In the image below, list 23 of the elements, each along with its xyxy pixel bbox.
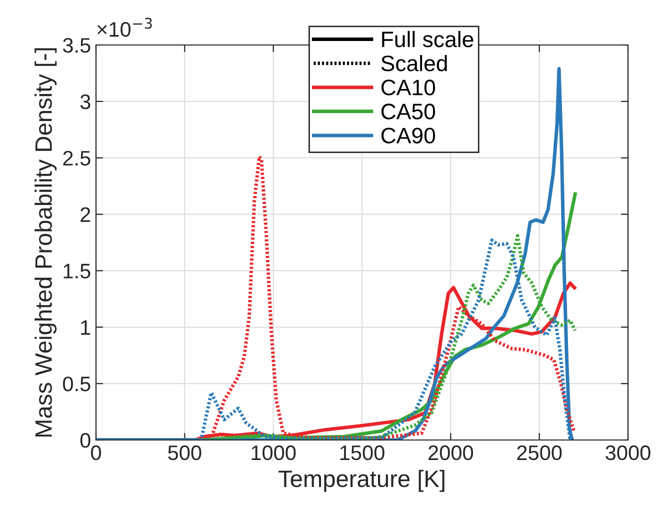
- legend-label: CA90: [381, 128, 436, 144]
- legend-label: Scaled: [381, 54, 447, 72]
- y-tick-label: 0.5: [62, 376, 90, 392]
- y-tick-label: 0: [80, 433, 90, 448]
- x-axis-title: Temperature [K]: [278, 470, 444, 492]
- y-tick-label: 1: [81, 320, 90, 335]
- x-tick-label: 2000: [428, 445, 474, 460]
- x-tick-label: 1000: [252, 445, 296, 460]
- x-tick-label: 3000: [606, 445, 650, 460]
- y-tick-label: 3: [80, 94, 90, 110]
- legend-label: CA50: [381, 104, 436, 120]
- y-tick-label: 2: [80, 207, 90, 222]
- y-axis-title: Mass Weighted Probability Density [-]: [34, 48, 57, 437]
- x-tick-label: 500: [168, 445, 202, 460]
- x-tick-label: 2500: [517, 445, 562, 460]
- y-tick-label: 3.5: [62, 38, 90, 53]
- legend-label: CA10: [381, 80, 436, 96]
- x-tick-label: 1500: [340, 445, 384, 460]
- y-tick-label: 1.5: [64, 264, 90, 278]
- x-tick-label: 0: [91, 445, 101, 460]
- legend-label: Full scale: [382, 30, 474, 48]
- y-tick-label: 2.5: [63, 150, 90, 166]
- text: ×10$^{−3}$: [97, 18, 152, 37]
